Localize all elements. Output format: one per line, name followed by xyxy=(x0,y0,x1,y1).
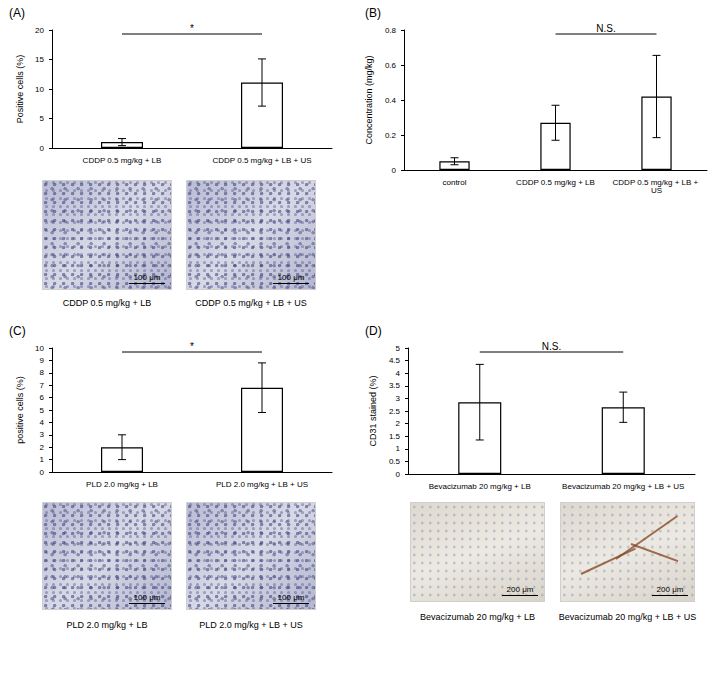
svg-text:5: 5 xyxy=(396,344,401,353)
svg-text:CDDP 0.5 mg/kg + LB + US: CDDP 0.5 mg/kg + LB + US xyxy=(212,156,311,165)
svg-text:0.6: 0.6 xyxy=(385,61,397,70)
svg-text:(A): (A) xyxy=(9,6,25,20)
html-text:CDDP 0.5 mg/kg + LB: CDDP 0.5 mg/kg + LB xyxy=(62,298,152,308)
svg-text:0: 0 xyxy=(40,144,45,153)
svg-text:CDDP 0.5 mg/kg + LB: CDDP 0.5 mg/kg + LB xyxy=(516,178,595,187)
svg-text:3: 3 xyxy=(40,430,45,439)
html-text:Bevacizumab 20 mg/kg + LB + US: Bevacizumab 20 mg/kg + LB + US xyxy=(558,612,697,622)
html-text:100 μm: 100 μm xyxy=(133,592,161,602)
svg-text:7: 7 xyxy=(40,381,45,390)
svg-text:control: control xyxy=(442,178,466,187)
svg-text:4: 4 xyxy=(396,369,401,378)
svg-text:(C): (C) xyxy=(9,324,26,338)
svg-text:2: 2 xyxy=(396,419,401,428)
svg-text:0.5: 0.5 xyxy=(389,457,401,466)
svg-text:PLD 2.0 mg/kg + LB: PLD 2.0 mg/kg + LB xyxy=(86,480,158,489)
svg-text:*: * xyxy=(190,341,194,352)
svg-text:2.5: 2.5 xyxy=(389,407,401,416)
svg-text:PLD 2.0 mg/kg + LB + US: PLD 2.0 mg/kg + LB + US xyxy=(216,480,308,489)
svg-text:15: 15 xyxy=(35,55,44,64)
svg-text:4.5: 4.5 xyxy=(389,356,401,365)
svg-text:0.2: 0.2 xyxy=(385,131,397,140)
svg-text:1: 1 xyxy=(396,444,401,453)
svg-text:CDDP 0.5 mg/kg + LB +: CDDP 0.5 mg/kg + LB + xyxy=(612,177,701,187)
svg-text:CD31 stained (%): CD31 stained (%) xyxy=(368,375,378,446)
html-text:200 μm: 200 μm xyxy=(506,584,534,594)
svg-text:*: * xyxy=(190,23,194,34)
svg-text:Positive cells (%): Positive cells (%) xyxy=(15,55,25,124)
svg-text:(B): (B) xyxy=(365,6,381,20)
html-text:Bevacizumab 20 mg/kg + LB: Bevacizumab 20 mg/kg + LB xyxy=(420,612,535,622)
svg-text:0: 0 xyxy=(40,468,45,477)
html-text:100 μm: 100 μm xyxy=(133,272,161,282)
svg-text:0: 0 xyxy=(396,470,401,479)
svg-text:0: 0 xyxy=(392,166,397,175)
svg-text:0.8: 0.8 xyxy=(385,26,397,35)
svg-text:5: 5 xyxy=(40,114,45,123)
svg-text:20: 20 xyxy=(35,26,44,35)
svg-text:9: 9 xyxy=(40,356,45,365)
svg-text:8: 8 xyxy=(40,368,45,377)
svg-text:1.5: 1.5 xyxy=(389,432,401,441)
svg-text:10: 10 xyxy=(35,344,44,353)
html-text:200 μm: 200 μm xyxy=(656,584,684,594)
html-text:PLD 2.0 mg/kg + LB + US: PLD 2.0 mg/kg + LB + US xyxy=(199,620,303,630)
svg-text:0.4: 0.4 xyxy=(385,96,397,105)
svg-text:Bevacizumab 20 mg/kg + LB: Bevacizumab 20 mg/kg + LB xyxy=(429,482,531,491)
svg-text:positive cells (%): positive cells (%) xyxy=(15,376,25,444)
svg-text:(D): (D) xyxy=(365,324,382,338)
svg-text:2: 2 xyxy=(40,443,45,452)
svg-text:6: 6 xyxy=(40,393,45,402)
html-text:PLD 2.0 mg/kg + LB: PLD 2.0 mg/kg + LB xyxy=(66,620,148,630)
svg-text:1: 1 xyxy=(40,455,45,464)
svg-text:4: 4 xyxy=(40,418,45,427)
svg-text:5: 5 xyxy=(40,406,45,415)
svg-text:CDDP 0.5 mg/kg + LB: CDDP 0.5 mg/kg + LB xyxy=(83,156,162,165)
svg-text:3: 3 xyxy=(396,394,401,403)
svg-text:N.S.: N.S. xyxy=(596,23,615,34)
html-text:100 μm: 100 μm xyxy=(277,592,305,602)
svg-text:3.5: 3.5 xyxy=(389,381,401,390)
svg-text:10: 10 xyxy=(35,85,44,94)
svg-text:US: US xyxy=(651,186,662,195)
html-text:CDDP 0.5 mg/kg + LB + US: CDDP 0.5 mg/kg + LB + US xyxy=(195,298,307,308)
svg-text:N.S.: N.S. xyxy=(542,341,561,352)
html-text:100 μm: 100 μm xyxy=(277,272,305,282)
svg-text:Bevacizumab 20 mg/kg + LB + US: Bevacizumab 20 mg/kg + LB + US xyxy=(562,482,684,491)
svg-text:Concentration (mg/kg): Concentration (mg/kg) xyxy=(364,55,374,144)
